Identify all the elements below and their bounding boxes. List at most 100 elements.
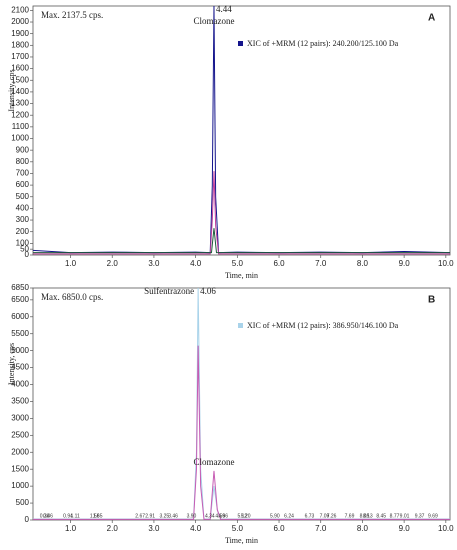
baseline-label: 8.13 bbox=[363, 513, 373, 519]
y-tick-label: 5000 bbox=[11, 346, 29, 355]
y-tick-label: 500 bbox=[16, 498, 30, 507]
y-tick-label: 4500 bbox=[11, 363, 29, 372]
x-axis-label: Time, min bbox=[225, 271, 258, 280]
baseline-label: 4.34 bbox=[205, 513, 215, 519]
legend-label: XIC of +MRM (12 pairs): 386.950/146.100 … bbox=[247, 321, 399, 330]
y-axis-label: Intensity, cps bbox=[7, 69, 16, 111]
peak-annotation: Clomazone bbox=[193, 457, 234, 467]
y-axis-label: Intensity, cps bbox=[7, 343, 16, 385]
baseline-label: 7.69 bbox=[345, 513, 355, 519]
baseline-label: 5.90 bbox=[270, 513, 280, 519]
y-tick-label: 600 bbox=[16, 180, 30, 189]
y-tick-label: 700 bbox=[16, 169, 30, 178]
baseline-label: 1.58 bbox=[90, 513, 100, 519]
x-tick-label: 8.0 bbox=[357, 259, 369, 268]
y-tick-label: 1200 bbox=[11, 110, 29, 119]
y-tick-label: 1500 bbox=[11, 75, 29, 84]
x-tick-label: 7.0 bbox=[315, 259, 327, 268]
y-tick-label: 1700 bbox=[11, 52, 29, 61]
baseline-label: 4.66 bbox=[218, 513, 228, 519]
x-tick-label: 10.0 bbox=[438, 259, 454, 268]
y-tick-label: 400 bbox=[16, 204, 30, 213]
baseline-label: 8.77 bbox=[390, 513, 400, 519]
y-tick-label: 2000 bbox=[11, 17, 29, 26]
x-tick-label: 5.0 bbox=[232, 259, 244, 268]
baseline-label: 9.01 bbox=[400, 513, 410, 519]
baseline-label: 5.20 bbox=[241, 513, 251, 519]
x-tick-label: 3.0 bbox=[148, 259, 160, 268]
y-tick-label: 1400 bbox=[11, 87, 29, 96]
y-tick-label: 5500 bbox=[11, 329, 29, 338]
trace bbox=[33, 228, 450, 254]
x-tick-label: 2.0 bbox=[107, 259, 119, 268]
plot-frame bbox=[32, 287, 451, 521]
x-tick-label: 7.0 bbox=[315, 524, 327, 533]
baseline-label: 0.94 bbox=[63, 513, 73, 519]
max-text: Max. 2137.5 cps. bbox=[41, 10, 103, 20]
baseline-label: 0.38 bbox=[40, 513, 50, 519]
legend-swatch bbox=[238, 323, 243, 328]
trace bbox=[33, 171, 450, 255]
baseline-label: 6.24 bbox=[284, 513, 294, 519]
max-text: Max. 6850.0 cps. bbox=[41, 292, 103, 302]
legend-swatch bbox=[238, 41, 243, 46]
x-axis-label: Time, min bbox=[225, 536, 258, 545]
y-tick-label: 1100 bbox=[12, 122, 30, 131]
y-tick-label: 2100 bbox=[11, 5, 29, 14]
baseline-label: 3.46 bbox=[168, 513, 178, 519]
baseline-label: 9.69 bbox=[428, 513, 438, 519]
peak-annotation: Sulfentrazone bbox=[144, 286, 194, 296]
y-tick-label: 2000 bbox=[11, 447, 29, 456]
baseline-label: 1.11 bbox=[70, 513, 80, 519]
y-tick-label: 1900 bbox=[11, 29, 29, 38]
baseline-label: 4.59 bbox=[215, 513, 225, 519]
x-tick-label: 9.0 bbox=[399, 259, 411, 268]
baseline-label: 3.25 bbox=[159, 513, 169, 519]
legend-label: XIC of +MRM (12 pairs): 240.200/125.100 … bbox=[247, 39, 399, 48]
x-tick-label: 5.0 bbox=[232, 524, 244, 533]
x-tick-label: 1.0 bbox=[65, 524, 77, 533]
x-tick-label: 6.0 bbox=[273, 524, 285, 533]
y-tick-label: 3500 bbox=[11, 397, 29, 406]
baseline-label: 9.37 bbox=[415, 513, 425, 519]
peak-annotation: 4.06 bbox=[200, 286, 216, 296]
y-tick-label: 50 bbox=[20, 244, 29, 253]
baseline-label: 8.05 bbox=[360, 513, 370, 519]
y-tick-label: 100 bbox=[16, 238, 30, 247]
baseline-label: 6.73 bbox=[305, 513, 315, 519]
y-tick-label: 1000 bbox=[11, 481, 29, 490]
y-tick-label: 6500 bbox=[11, 295, 29, 304]
peak-annotation: Clomazone bbox=[193, 16, 234, 26]
y-tick-label: 1600 bbox=[11, 64, 29, 73]
baseline-label: 5.12 bbox=[237, 513, 247, 519]
trace bbox=[33, 345, 450, 520]
y-tick-label: 1000 bbox=[11, 134, 29, 143]
baseline-label: 7.26 bbox=[327, 513, 337, 519]
y-tick-label: 300 bbox=[16, 215, 30, 224]
baseline-label: 0.46 bbox=[43, 513, 53, 519]
plot-frame bbox=[32, 5, 451, 256]
baseline-label: 2.91 bbox=[145, 513, 155, 519]
baseline-label: 8.45 bbox=[376, 513, 386, 519]
y-tick-label: 0 bbox=[25, 250, 30, 259]
x-tick-label: 1.0 bbox=[65, 259, 77, 268]
baseline-label: 1.65 bbox=[93, 513, 103, 519]
y-tick-label: 0 bbox=[25, 515, 30, 524]
y-tick-label: 6000 bbox=[11, 312, 29, 321]
x-tick-label: 8.0 bbox=[357, 524, 369, 533]
y-tick-label: 1500 bbox=[11, 464, 29, 473]
y-tick-label: 200 bbox=[16, 227, 30, 236]
peak-annotation: 4.44 bbox=[216, 4, 232, 14]
y-tick-label: 800 bbox=[16, 157, 30, 166]
baseline-label: 7.09 bbox=[320, 513, 330, 519]
panel-letter: B bbox=[428, 295, 435, 306]
x-tick-label: 3.0 bbox=[148, 524, 160, 533]
panel-letter: A bbox=[428, 13, 435, 24]
y-tick-label: 3000 bbox=[11, 414, 29, 423]
x-tick-label: 4.0 bbox=[190, 524, 202, 533]
y-tick-label: 1300 bbox=[11, 99, 29, 108]
x-tick-label: 4.0 bbox=[190, 259, 202, 268]
x-tick-label: 10.0 bbox=[438, 524, 454, 533]
y-tick-label: 1800 bbox=[11, 40, 29, 49]
y-tick-label: 900 bbox=[16, 145, 30, 154]
